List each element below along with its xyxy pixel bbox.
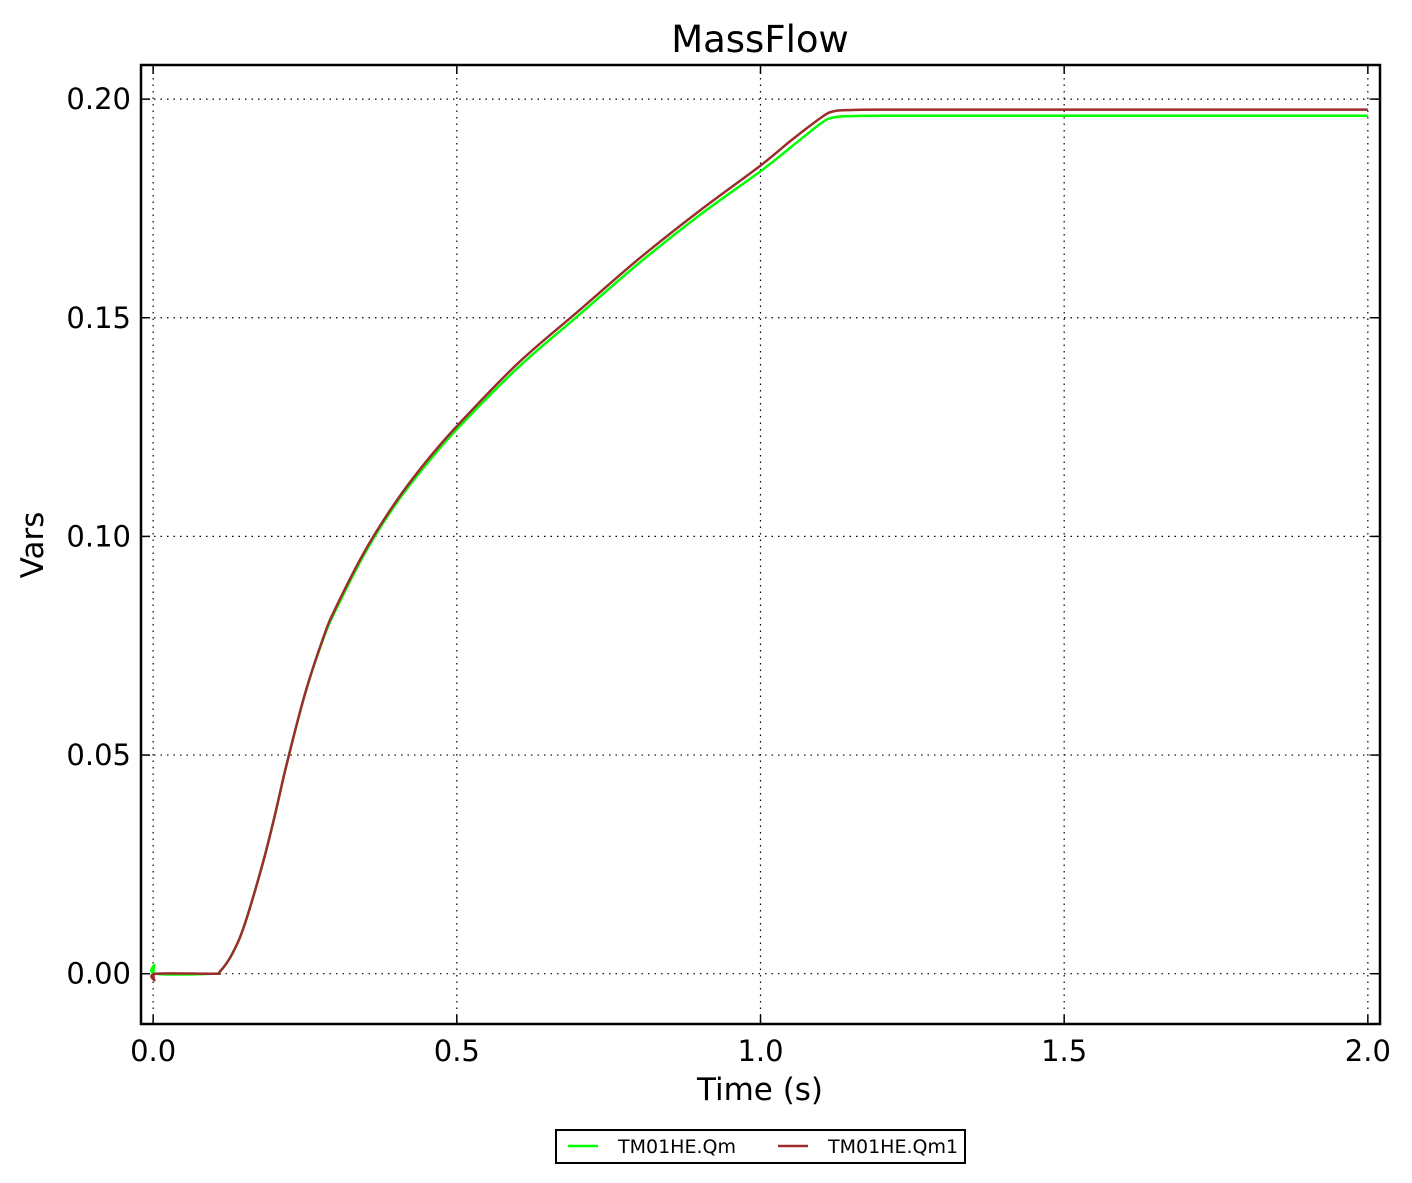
legend-label-1: TM01HE.Qm: [617, 1136, 736, 1158]
y-tick-label: 0.00: [66, 957, 131, 991]
chart-title: MassFlow: [671, 18, 849, 61]
legend-box: [555, 1129, 966, 1164]
y-axis-label: Vars: [15, 512, 51, 579]
tick-labels: 0.0 0.5 1.0 1.5 2.0 0.00 0.05 0.10 0.15 0.20: [66, 82, 1390, 1068]
x-axis-label: Time (s): [696, 1072, 823, 1108]
y-tick-label: 0.15: [66, 301, 131, 335]
y-tick-label: 0.05: [66, 738, 131, 772]
y-tick-label: 0.10: [66, 519, 131, 553]
ticks: [141, 65, 1380, 1024]
x-tick-label: 1.0: [737, 1034, 783, 1068]
series-layer: [150, 108, 1368, 982]
x-tick-label: 1.5: [1041, 1034, 1087, 1068]
x-tick-label: 2.0: [1345, 1034, 1391, 1068]
y-tick-label: 0.20: [66, 82, 131, 116]
x-tick-label: 0.5: [434, 1034, 480, 1068]
legend-label-2: TM01HE.Qm1: [827, 1136, 958, 1158]
legend: TM01HE.Qm TM01HE.Qm1: [555, 1129, 966, 1164]
x-tick-label: 0.0: [130, 1034, 176, 1068]
series-line-2: [150, 108, 1368, 982]
